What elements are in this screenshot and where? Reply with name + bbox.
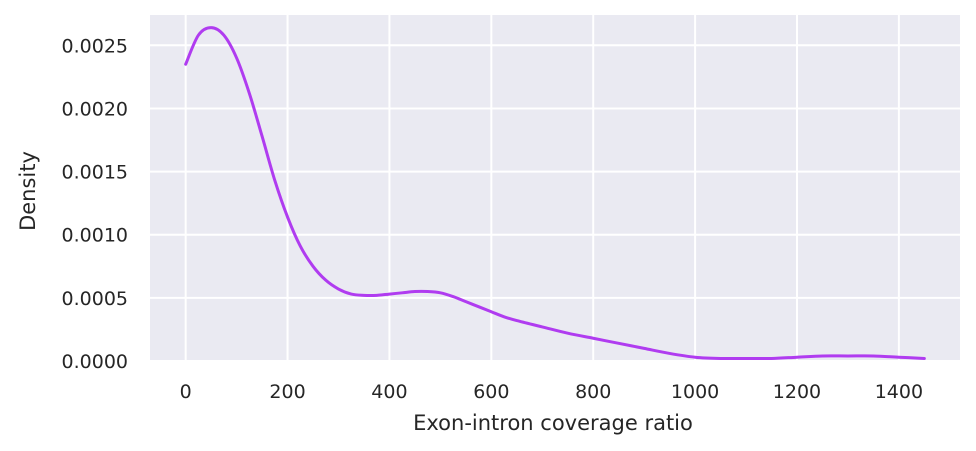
y-tick-label: 0.0005 bbox=[62, 288, 128, 310]
x-tick-label: 0 bbox=[180, 381, 192, 403]
y-tick-label: 0.0020 bbox=[62, 98, 128, 120]
x-tick-label: 1200 bbox=[773, 381, 821, 403]
x-axis-label: Exon-intron coverage ratio bbox=[413, 411, 693, 435]
grid bbox=[150, 15, 960, 362]
x-tick-label: 200 bbox=[269, 381, 305, 403]
y-tick-label: 0.0015 bbox=[62, 162, 128, 184]
x-tick-label: 1000 bbox=[671, 381, 719, 403]
y-axis-label: Density bbox=[16, 151, 40, 231]
y-tick-labels: 0.0000 0.0005 0.0010 0.0015 0.0020 0.0025 bbox=[62, 35, 128, 373]
y-tick-label: 0.0000 bbox=[62, 351, 128, 373]
density-series bbox=[184, 26, 926, 361]
x-tick-labels: 0 200 400 600 800 1000 1200 1400 bbox=[180, 381, 923, 403]
y-tick-label: 0.0025 bbox=[62, 35, 128, 57]
x-tick-label: 1400 bbox=[875, 381, 923, 403]
x-tick-label: 600 bbox=[473, 381, 509, 403]
plot-area bbox=[150, 15, 960, 361]
density-curve bbox=[184, 26, 926, 361]
x-tick-label: 800 bbox=[575, 381, 611, 403]
x-tick-label: 400 bbox=[371, 381, 407, 403]
y-tick-label: 0.0010 bbox=[62, 225, 128, 247]
